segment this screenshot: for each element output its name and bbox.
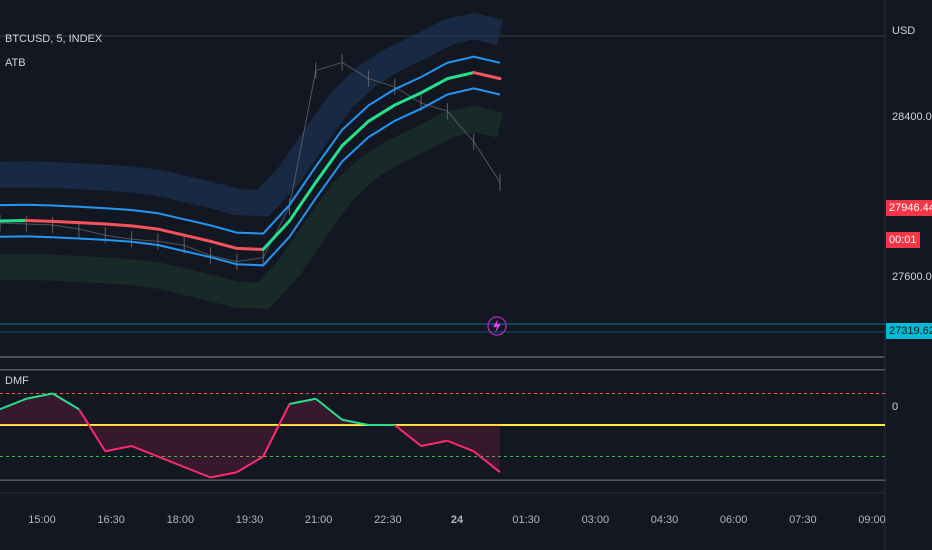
osc-line-segment: [394, 424, 422, 447]
mid-line-segment: [419, 77, 449, 95]
osc-line-segment: [131, 445, 159, 458]
osc-line-segment: [183, 466, 211, 479]
level-price-tag: 27319.62: [886, 323, 932, 339]
time-tick-label: 15:00: [28, 514, 56, 526]
last-price-tag: 27946.44: [886, 200, 932, 216]
time-tick-label: 22:30: [374, 514, 402, 526]
mid-line-segment: [287, 180, 318, 223]
mid-line-segment: [130, 224, 160, 231]
time-tick-label: 19:30: [236, 514, 264, 526]
osc-line-segment: [341, 418, 369, 426]
upper-band-line: [0, 55, 501, 235]
osc-line-segment: [289, 397, 316, 405]
osc-fill-area: [0, 393, 500, 478]
time-tick-label: 18:00: [167, 514, 195, 526]
mid-line-segment: [445, 71, 476, 81]
osc-line-segment: [420, 439, 448, 447]
time-tick-label: 09:00: [858, 514, 886, 526]
osc-line-segment: [262, 403, 291, 457]
mid-line-segment: [366, 103, 397, 123]
osc-line-segment: [78, 408, 107, 452]
osc-line-segment: [315, 397, 343, 421]
countdown-tag: 00:01: [886, 232, 920, 248]
osc-line-segment: [236, 455, 264, 474]
time-tick-label: 21:00: [305, 514, 333, 526]
osc-line-segment: [473, 450, 501, 474]
price-line: [0, 61, 501, 263]
time-tick-label: 07:30: [789, 514, 817, 526]
osc-line-segment: [26, 392, 53, 400]
time-tick-label: 01:30: [512, 514, 540, 526]
price-tick: 28400.00: [892, 111, 932, 123]
mid-line-segment: [51, 219, 81, 225]
mid-line-segment: [235, 246, 265, 251]
time-tick-label: 24: [451, 514, 464, 526]
upper-glow-band: [0, 12, 503, 217]
price-tick: 27600.00: [892, 271, 932, 283]
mid-line-segment: [314, 144, 344, 184]
osc-zero-label: 0: [892, 401, 899, 413]
currency-label: USD: [892, 25, 916, 37]
mid-line-segment: [472, 71, 502, 81]
time-tick-label: 16:30: [97, 514, 125, 526]
osc-line-segment: [0, 397, 27, 411]
mid-line-segment: [24, 219, 55, 223]
time-tick-label: 03:00: [582, 514, 610, 526]
symbol-title: BTCUSD, 5, INDEX: [5, 33, 103, 45]
mid-line-segment: [182, 233, 213, 243]
lower-glow-band: [0, 105, 503, 310]
mid-line-segment: [393, 91, 423, 107]
osc-line-segment: [157, 455, 185, 468]
mid-line-segment: [261, 219, 291, 251]
osc-line-segment: [52, 392, 80, 411]
osc-line-segment: [105, 445, 132, 453]
osc-line-segment: [210, 471, 238, 479]
time-tick-label: 06:00: [720, 514, 748, 526]
lightning-icon: [487, 316, 507, 336]
lower-band-line: [0, 87, 501, 267]
mid-line-segment: [340, 119, 370, 148]
osc-line-segment: [446, 439, 475, 453]
time-tick-label: 04:30: [651, 514, 679, 526]
mid-line-segment: [156, 227, 186, 237]
mid-line-segment: [77, 221, 107, 226]
mid-line-segment: [103, 222, 134, 228]
mid-line-segment: [209, 239, 239, 250]
oscillator-label: DMF: [5, 375, 29, 387]
lightning-bolt: [493, 319, 501, 333]
indicator-label: ATB: [5, 57, 26, 69]
